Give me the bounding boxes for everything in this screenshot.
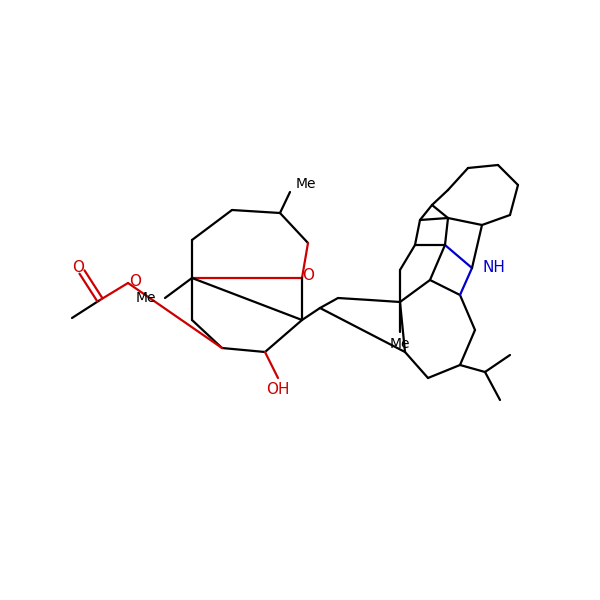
Text: O: O [302,269,314,283]
Text: OH: OH [266,383,290,397]
Text: Me: Me [296,177,317,191]
Text: NH: NH [483,260,506,275]
Text: O: O [72,260,84,275]
Text: Me: Me [390,337,410,351]
Text: Me: Me [136,291,156,305]
Text: O: O [129,274,141,289]
